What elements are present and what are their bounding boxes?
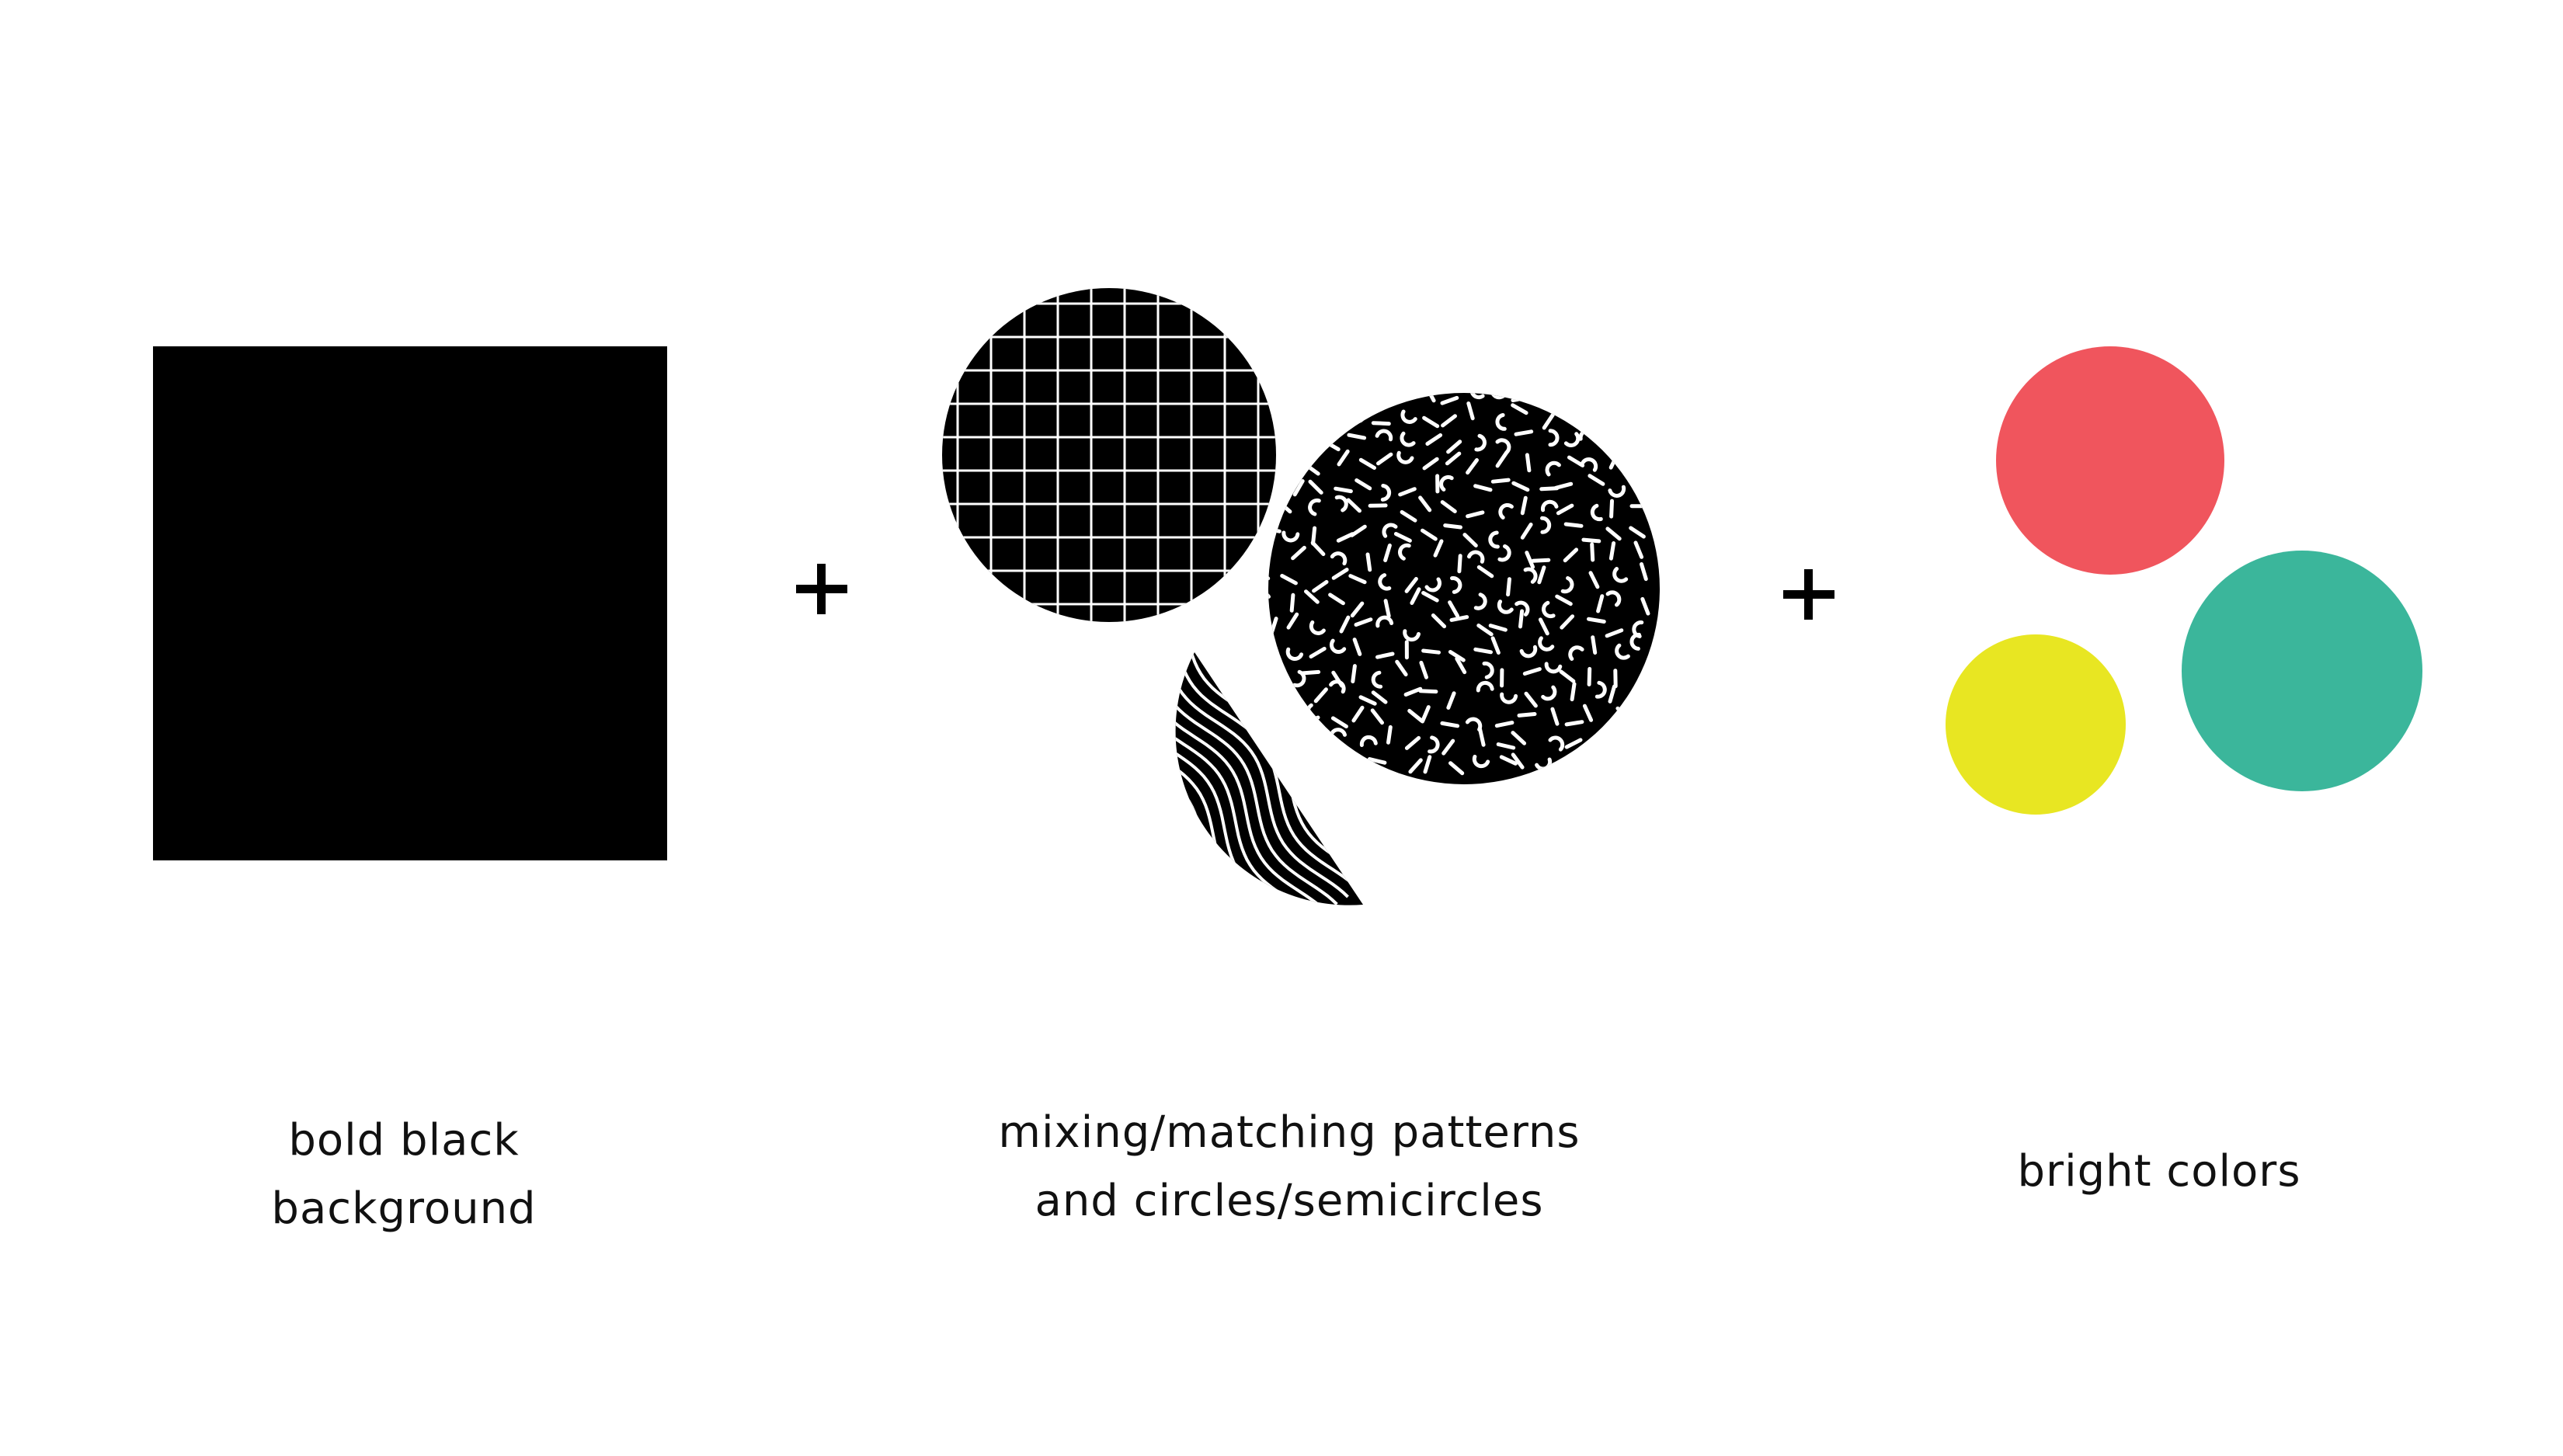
teal-circle [2182,551,2422,791]
confetti-pattern-circle [1268,393,1660,784]
plus-icon [796,564,847,614]
caption-line: and circles/semicircles [1035,1176,1544,1226]
plus-icon [1783,569,1834,620]
caption-line: background [271,1183,537,1234]
caption-line: bold black [288,1115,520,1166]
caption-bold-black-background: bold black background [179,1107,629,1243]
yellow-circle [1946,634,2126,815]
coral-circle [1996,346,2224,575]
grid-pattern-circle [942,288,1276,622]
caption-line: mixing/matching patterns [998,1107,1581,1158]
black-square [153,346,667,860]
caption-line: bright colors [2017,1146,2301,1197]
caption-bright-colors: bright colors [1903,1138,2415,1206]
caption-patterns: mixing/matching patterns and circles/sem… [893,1099,1685,1235]
